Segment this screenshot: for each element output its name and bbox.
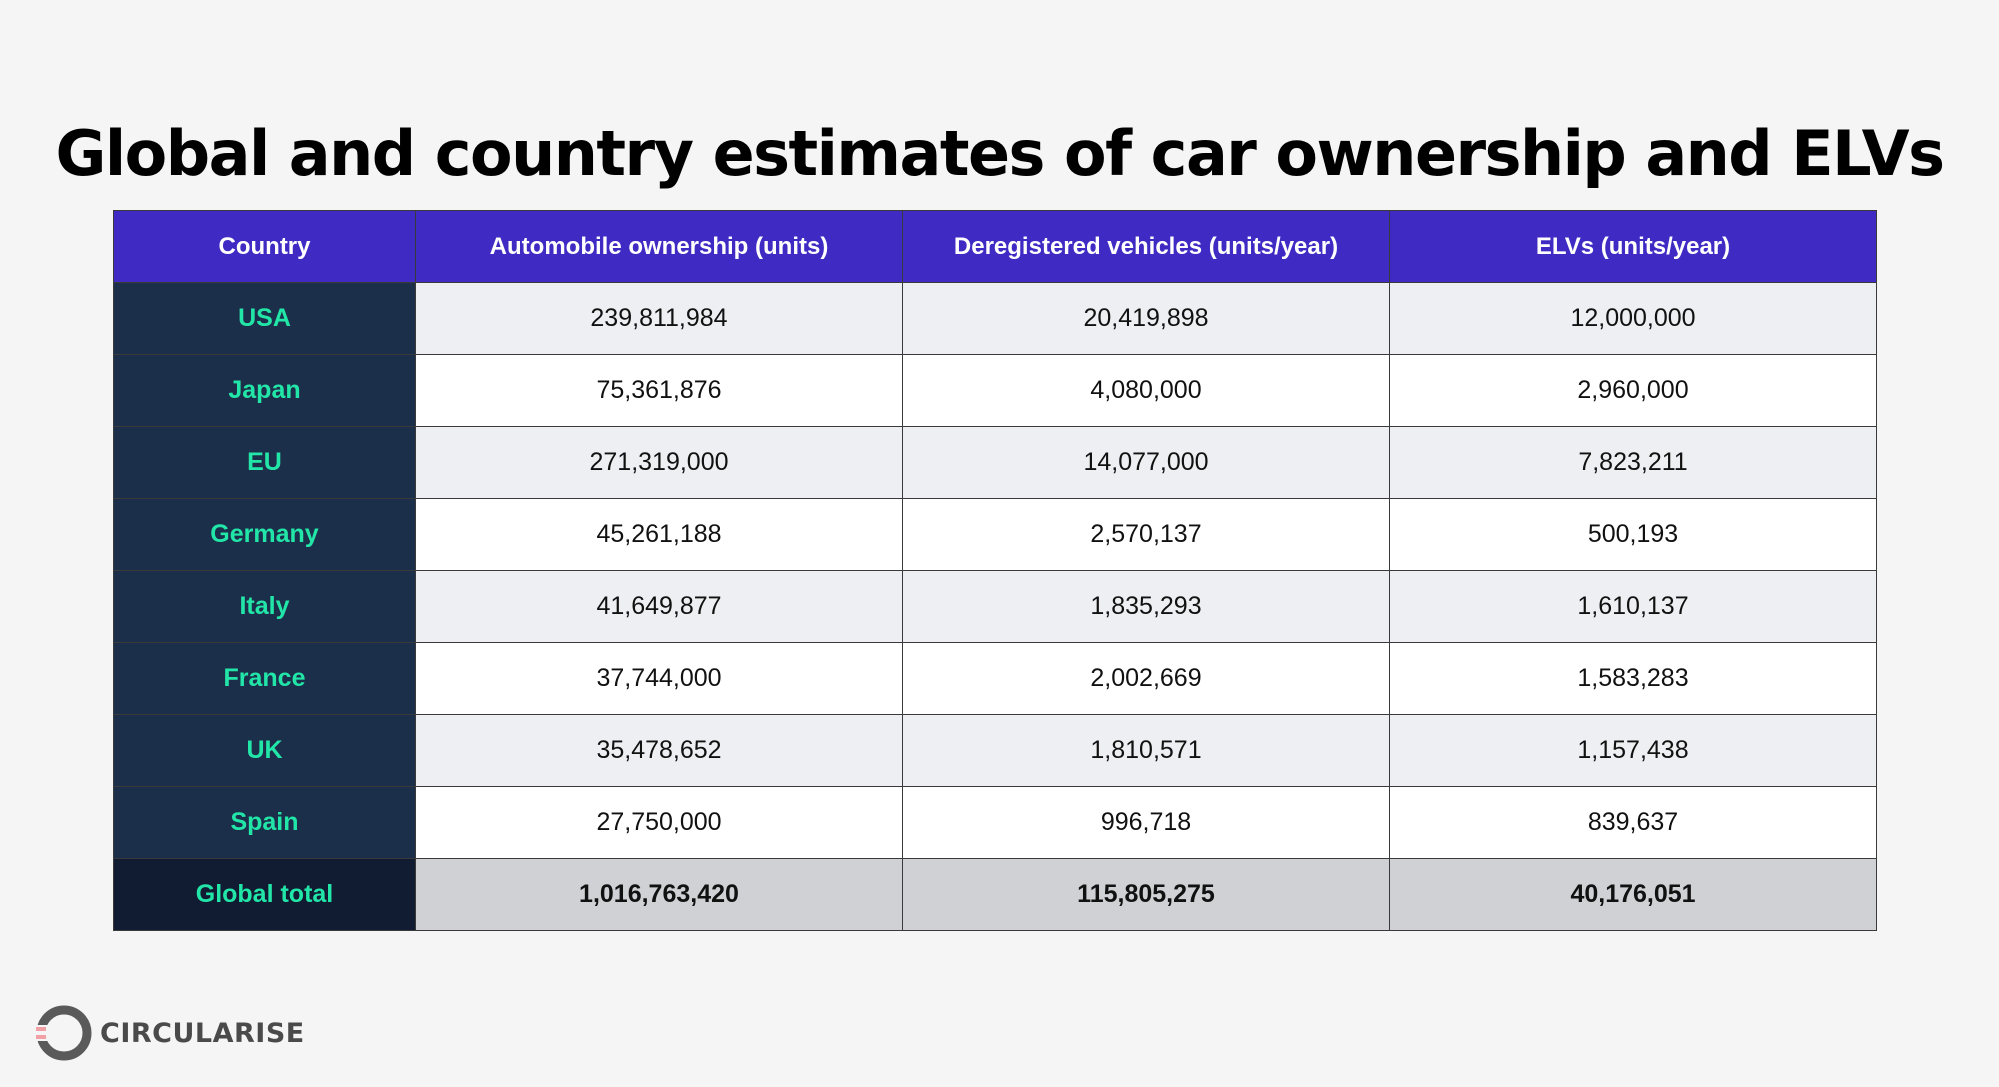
circularise-logo: CIRCULARISE	[34, 1003, 305, 1063]
logo-text: CIRCULARISE	[100, 1017, 305, 1049]
country-cell: Germany	[113, 498, 416, 571]
total-row: Global total 1,016,763,420 115,805,275 4…	[113, 858, 1877, 931]
table-header-row: Country Automobile ownership (units) Der…	[113, 210, 1877, 283]
ownership-cell: 35,478,652	[415, 714, 903, 787]
table-row: Spain 27,750,000 996,718 839,637	[113, 786, 1877, 859]
elvs-cell: 1,610,137	[1389, 570, 1877, 643]
country-cell: USA	[113, 282, 416, 355]
circularise-ring-icon	[36, 1005, 92, 1061]
ownership-cell: 27,750,000	[415, 786, 903, 859]
table-row: Japan 75,361,876 4,080,000 2,960,000	[113, 354, 1877, 427]
table-row: Italy 41,649,877 1,835,293 1,610,137	[113, 570, 1877, 643]
total-label-cell: Global total	[113, 858, 416, 931]
table-row: EU 271,319,000 14,077,000 7,823,211	[113, 426, 1877, 499]
deregistered-cell: 1,835,293	[902, 570, 1390, 643]
elvs-cell: 2,960,000	[1389, 354, 1877, 427]
header-country: Country	[113, 210, 416, 283]
total-ownership-cell: 1,016,763,420	[415, 858, 903, 931]
country-cell: France	[113, 642, 416, 715]
country-cell: Italy	[113, 570, 416, 643]
country-cell: Japan	[113, 354, 416, 427]
country-cell: UK	[113, 714, 416, 787]
table-row: UK 35,478,652 1,810,571 1,157,438	[113, 714, 1877, 787]
ownership-cell: 41,649,877	[415, 570, 903, 643]
ownership-cell: 271,319,000	[415, 426, 903, 499]
ownership-cell: 45,261,188	[415, 498, 903, 571]
total-elvs-cell: 40,176,051	[1389, 858, 1877, 931]
deregistered-cell: 2,570,137	[902, 498, 1390, 571]
ownership-cell: 75,361,876	[415, 354, 903, 427]
page-title: Global and country estimates of car owne…	[55, 116, 1945, 190]
ownership-cell: 239,811,984	[415, 282, 903, 355]
total-deregistered-cell: 115,805,275	[902, 858, 1390, 931]
ownership-cell: 37,744,000	[415, 642, 903, 715]
table-row: USA 239,811,984 20,419,898 12,000,000	[113, 282, 1877, 355]
elvs-cell: 839,637	[1389, 786, 1877, 859]
deregistered-cell: 4,080,000	[902, 354, 1390, 427]
deregistered-cell: 14,077,000	[902, 426, 1390, 499]
elvs-cell: 12,000,000	[1389, 282, 1877, 355]
country-cell: EU	[113, 426, 416, 499]
deregistered-cell: 996,718	[902, 786, 1390, 859]
elvs-cell: 7,823,211	[1389, 426, 1877, 499]
deregistered-cell: 2,002,669	[902, 642, 1390, 715]
deregistered-cell: 20,419,898	[902, 282, 1390, 355]
country-cell: Spain	[113, 786, 416, 859]
table-row: France 37,744,000 2,002,669 1,583,283	[113, 642, 1877, 715]
elvs-cell: 1,583,283	[1389, 642, 1877, 715]
table-row: Germany 45,261,188 2,570,137 500,193	[113, 498, 1877, 571]
header-ownership: Automobile ownership (units)	[415, 210, 903, 283]
elvs-cell: 1,157,438	[1389, 714, 1877, 787]
deregistered-cell: 1,810,571	[902, 714, 1390, 787]
header-deregistered: Deregistered vehicles (units/year)	[902, 210, 1390, 283]
elvs-cell: 500,193	[1389, 498, 1877, 571]
data-table: Country Automobile ownership (units) Der…	[113, 210, 1877, 931]
header-elvs: ELVs (units/year)	[1389, 210, 1877, 283]
